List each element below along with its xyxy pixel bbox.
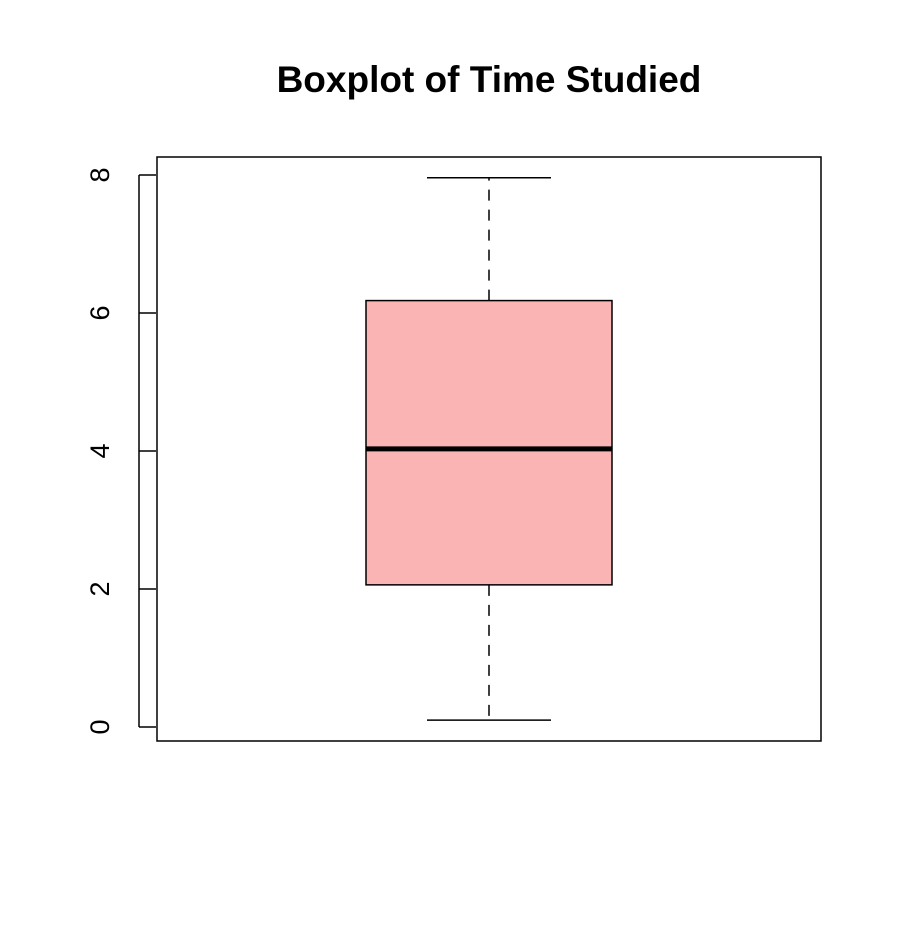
box-group — [365, 177, 613, 721]
interquartile-box — [365, 299, 613, 586]
plot-area: 0 2 4 6 8 — [85, 156, 822, 742]
chart-title: Boxplot of Time Studied — [277, 59, 702, 100]
y-tick-label: 4 — [85, 443, 115, 458]
plot-frame — [156, 156, 822, 742]
y-tick-label: 2 — [85, 581, 115, 596]
y-tick-label: 0 — [85, 719, 115, 734]
y-tick-label: 8 — [85, 167, 115, 182]
y-axis: 0 2 4 6 8 — [85, 167, 156, 735]
y-tick-label: 6 — [85, 305, 115, 320]
